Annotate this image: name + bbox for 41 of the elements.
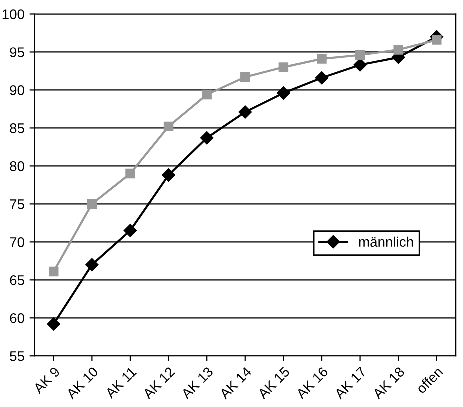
- y-tick-label: 60: [10, 313, 24, 324]
- x-tick-label: AK 18: [372, 366, 406, 400]
- x-tick-label: AK 14: [219, 366, 252, 400]
- point: [86, 258, 99, 272]
- y-tick-label: 75: [10, 200, 24, 210]
- y-tick-label: 85: [10, 124, 24, 134]
- point: [277, 86, 290, 100]
- x-tick-label: AK 17: [334, 366, 367, 400]
- y-tick-label: 55: [10, 352, 24, 362]
- point: [47, 318, 60, 331]
- point: [278, 62, 289, 72]
- point: [202, 90, 212, 100]
- x-tick-label: AK 15: [257, 366, 290, 400]
- x-tick-label: AK 11: [104, 366, 138, 399]
- x-tick-label: AK 16: [296, 366, 329, 400]
- point: [87, 199, 98, 210]
- x-tick-label: AK 10: [66, 366, 100, 400]
- point: [238, 106, 252, 119]
- y-tick-label: 100: [2, 10, 24, 20]
- point: [240, 72, 250, 82]
- point: [200, 131, 214, 145]
- y-tick-label: 70: [10, 238, 24, 248]
- x-tick-label: AK 12: [142, 366, 176, 400]
- y-tick-label: 65: [10, 275, 24, 286]
- y-tick-label: 90: [10, 86, 24, 96]
- point: [124, 224, 138, 238]
- y-tick-label: 95: [10, 48, 24, 58]
- point: [49, 266, 59, 277]
- point: [394, 45, 404, 55]
- point: [317, 54, 327, 64]
- point: [354, 58, 367, 72]
- x-tick-label: AK 9: [32, 366, 61, 394]
- point: [355, 50, 366, 60]
- point: [164, 122, 174, 132]
- point: [162, 168, 176, 182]
- point: [432, 35, 442, 45]
- point: [315, 71, 329, 85]
- legend-label: männlich: [359, 236, 414, 248]
- y-tick-label: 80: [10, 162, 24, 172]
- x-tick-label: AK 13: [180, 366, 214, 400]
- point: [126, 168, 136, 179]
